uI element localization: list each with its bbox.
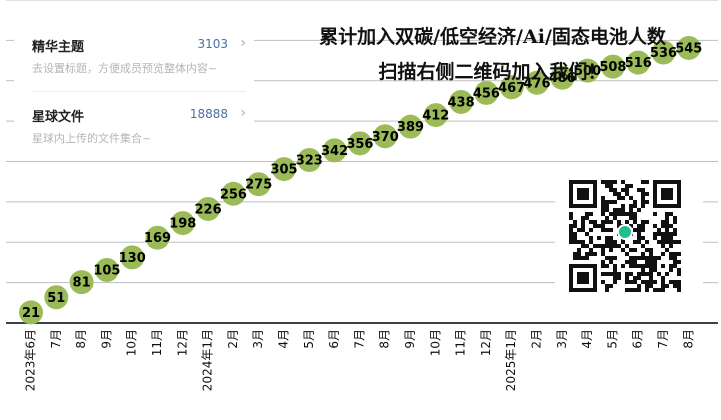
- data-label: 356: [346, 137, 373, 152]
- data-point: [550, 65, 575, 90]
- x-tick-label: 5月: [605, 329, 619, 349]
- data-point: [196, 196, 221, 221]
- x-tick-label: 10月: [428, 329, 442, 356]
- chevron-right-icon: ›: [240, 35, 246, 51]
- data-point: [221, 181, 246, 206]
- data-label: 342: [321, 144, 348, 159]
- planet-files-subtitle: 星球内上传的文件集合~: [32, 132, 152, 145]
- data-point: [246, 172, 271, 197]
- data-label: 198: [169, 217, 196, 232]
- x-tick-label: 5月: [302, 329, 316, 349]
- data-point: [145, 225, 170, 250]
- data-label: 438: [448, 95, 475, 110]
- data-label: 130: [119, 251, 146, 266]
- chevron-right-icon: ›: [240, 105, 246, 121]
- planet-files-count: 18888: [189, 107, 228, 121]
- data-point: [69, 270, 94, 295]
- data-point: [651, 40, 676, 65]
- data-label: 305: [270, 163, 297, 178]
- data-point: [322, 138, 347, 163]
- data-label: 545: [675, 41, 702, 56]
- data-point: [626, 50, 651, 75]
- data-point: [676, 35, 701, 60]
- data-label: 21: [22, 306, 40, 321]
- data-point: [398, 114, 423, 139]
- data-point: [575, 58, 600, 83]
- x-tick-label: 8月: [74, 329, 88, 349]
- data-point: [373, 124, 398, 149]
- data-label: 508: [599, 60, 626, 75]
- x-tick-label: 7月: [352, 329, 366, 349]
- x-tick-label: 3月: [555, 329, 569, 349]
- divider: [32, 91, 246, 92]
- x-tick-label: 8月: [681, 329, 695, 349]
- data-label: 476: [523, 76, 550, 91]
- data-label: 412: [422, 109, 449, 124]
- data-label: 256: [220, 187, 247, 202]
- x-tick-label: 7月: [656, 329, 670, 349]
- data-label: 536: [650, 46, 677, 61]
- data-point: [170, 211, 195, 236]
- x-tick-label: 7月: [49, 329, 63, 349]
- x-tick-label: 10月: [125, 329, 139, 356]
- data-label: 275: [245, 178, 272, 193]
- x-tick-label: 6月: [631, 329, 645, 349]
- data-point: [120, 245, 145, 270]
- data-point: [423, 103, 448, 128]
- planet-files-title: 星球文件: [32, 110, 85, 125]
- x-tick-label: 2月: [226, 329, 240, 349]
- x-tick-label: 12月: [175, 329, 189, 356]
- planet-files-row[interactable]: 星球文件 18888 › 星球内上传的文件集合~: [32, 102, 246, 152]
- data-point: [499, 75, 524, 100]
- data-point: [19, 300, 43, 325]
- data-label: 389: [397, 120, 424, 135]
- data-label: 467: [498, 81, 525, 96]
- x-tick-label: 12月: [479, 329, 493, 356]
- data-point: [297, 147, 322, 172]
- qr-code-image: [569, 180, 681, 292]
- x-tick-label: 9月: [99, 329, 113, 349]
- x-tick-label: 11月: [454, 329, 468, 356]
- x-tick-label: 2024年1月: [201, 329, 215, 391]
- data-point: [94, 258, 119, 283]
- featured-topics-count: 3103: [197, 37, 228, 51]
- data-label: 500: [574, 64, 601, 79]
- x-tick-label: 11月: [150, 329, 164, 356]
- data-label: 51: [47, 291, 65, 306]
- featured-topics-subtitle: 去设置标题，方便成员预览整体内容~: [32, 62, 218, 75]
- headline-line-1: 累计加入双碳/低空经济/Ai/固态电池人数: [319, 26, 666, 48]
- x-tick-label: 4月: [277, 329, 291, 349]
- featured-topics-row[interactable]: 精华主题 3103 › 去设置标题，方便成员预览整体内容~: [32, 32, 246, 82]
- data-point: [272, 157, 296, 182]
- data-point: [600, 54, 625, 79]
- data-point: [525, 70, 549, 95]
- headline-line-2: 扫描右侧二维码加入我们！: [378, 61, 607, 83]
- data-point: [44, 285, 69, 310]
- x-tick-label: 2025年1月: [504, 329, 518, 391]
- data-label: 486: [549, 71, 576, 86]
- qr-logo-icon: [617, 224, 633, 240]
- info-card: 精华主题 3103 › 去设置标题，方便成员预览整体内容~ 星球文件 18888…: [14, 20, 254, 160]
- x-tick-label: 3月: [251, 329, 265, 349]
- x-tick-label: 9月: [403, 329, 417, 349]
- qr-code: [555, 172, 703, 300]
- data-label: 516: [625, 56, 652, 71]
- data-label: 323: [296, 153, 323, 168]
- data-label: 456: [473, 86, 500, 101]
- x-tick-label: 8月: [378, 329, 392, 349]
- data-label: 169: [144, 231, 171, 246]
- x-tick-label: 6月: [327, 329, 341, 349]
- x-tick-label: 4月: [580, 329, 594, 349]
- data-label: 370: [372, 130, 399, 145]
- x-tick-label: 2月: [530, 329, 544, 349]
- data-label: 105: [93, 264, 120, 279]
- x-tick-label: 2023年6月: [24, 329, 38, 391]
- data-label: 226: [195, 202, 222, 217]
- data-label: 81: [73, 276, 91, 291]
- data-point: [474, 80, 499, 105]
- data-point: [347, 131, 372, 156]
- data-point: [449, 89, 474, 114]
- featured-topics-title: 精华主题: [32, 40, 85, 55]
